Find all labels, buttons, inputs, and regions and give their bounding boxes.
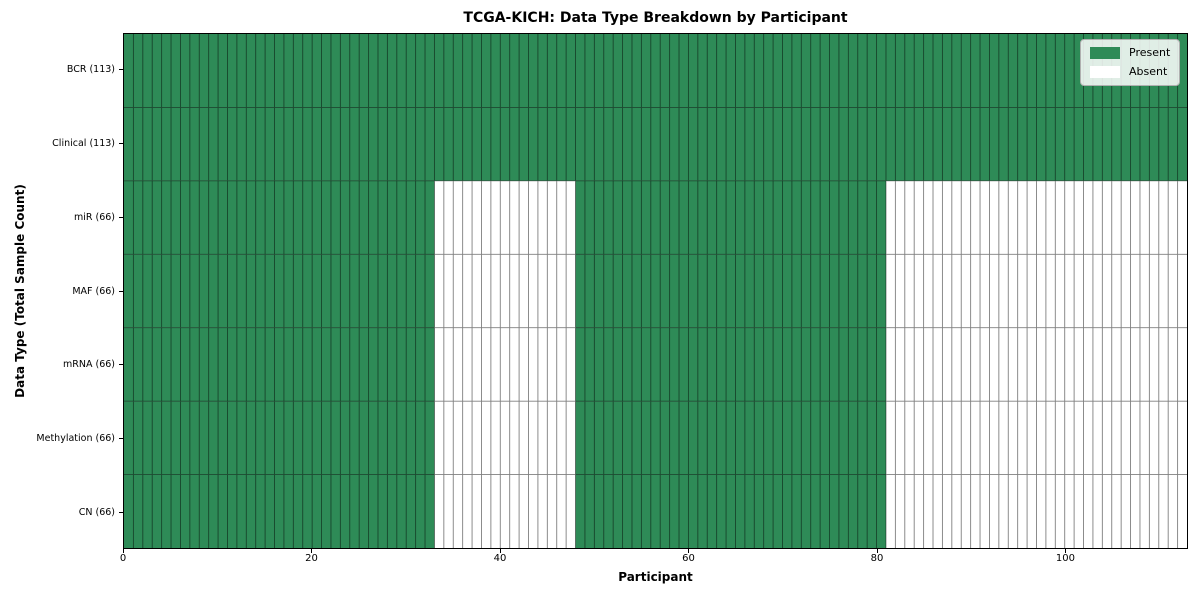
x-tick-mark — [123, 549, 124, 553]
y-tick-mark — [119, 216, 123, 218]
y-axis-tick-label: miR (66) — [73, 211, 115, 223]
y-axis-tick-label: BCR (113) — [66, 64, 115, 76]
y-tick-mark — [119, 290, 123, 292]
x-tick-mark — [688, 549, 690, 553]
y-tick-mark — [119, 511, 123, 513]
y-axis-tick-label: Methylation (66) — [36, 432, 115, 444]
y-axis-tick-label: Clinical (113) — [52, 138, 115, 150]
chart-title: TCGA-KICH: Data Type Breakdown by Partic… — [463, 10, 848, 26]
x-axis-tick-label: 20 — [305, 553, 318, 564]
x-tick-mark — [311, 549, 313, 553]
x-axis-tick-label: 0 — [119, 553, 127, 564]
legend-swatch-present-icon — [1090, 47, 1120, 59]
y-axis-title: Data Type (Total Sample Count) — [13, 184, 27, 398]
y-axis-tick-label: MAF (66) — [72, 285, 115, 297]
x-axis-title: Participant — [618, 570, 693, 584]
legend-item-present: Present — [1090, 47, 1170, 59]
x-axis-tick-label: 80 — [870, 553, 884, 564]
y-tick-mark — [119, 143, 123, 145]
y-axis-tick-label: CN (66) — [78, 506, 115, 518]
legend-swatch-absent-icon — [1090, 66, 1120, 78]
x-axis-tick-label: 100 — [1055, 553, 1076, 564]
y-tick-mark — [119, 69, 123, 71]
x-tick-mark — [1065, 549, 1067, 553]
y-tick-mark — [119, 364, 123, 366]
legend-label-absent: Absent — [1129, 65, 1168, 78]
heatmap-svg — [124, 34, 1187, 548]
y-tick-mark — [119, 437, 123, 439]
x-axis-tick-label: 60 — [682, 553, 695, 564]
y-axis-tick-label: mRNA (66) — [63, 359, 115, 371]
x-tick-mark — [876, 549, 878, 553]
legend-item-absent: Absent — [1090, 66, 1170, 78]
legend-label-present: Present — [1129, 46, 1171, 59]
plot-area — [123, 33, 1188, 549]
x-axis-tick-label: 40 — [493, 553, 507, 564]
legend: Present Absent — [1080, 39, 1181, 86]
x-tick-mark — [499, 549, 501, 553]
